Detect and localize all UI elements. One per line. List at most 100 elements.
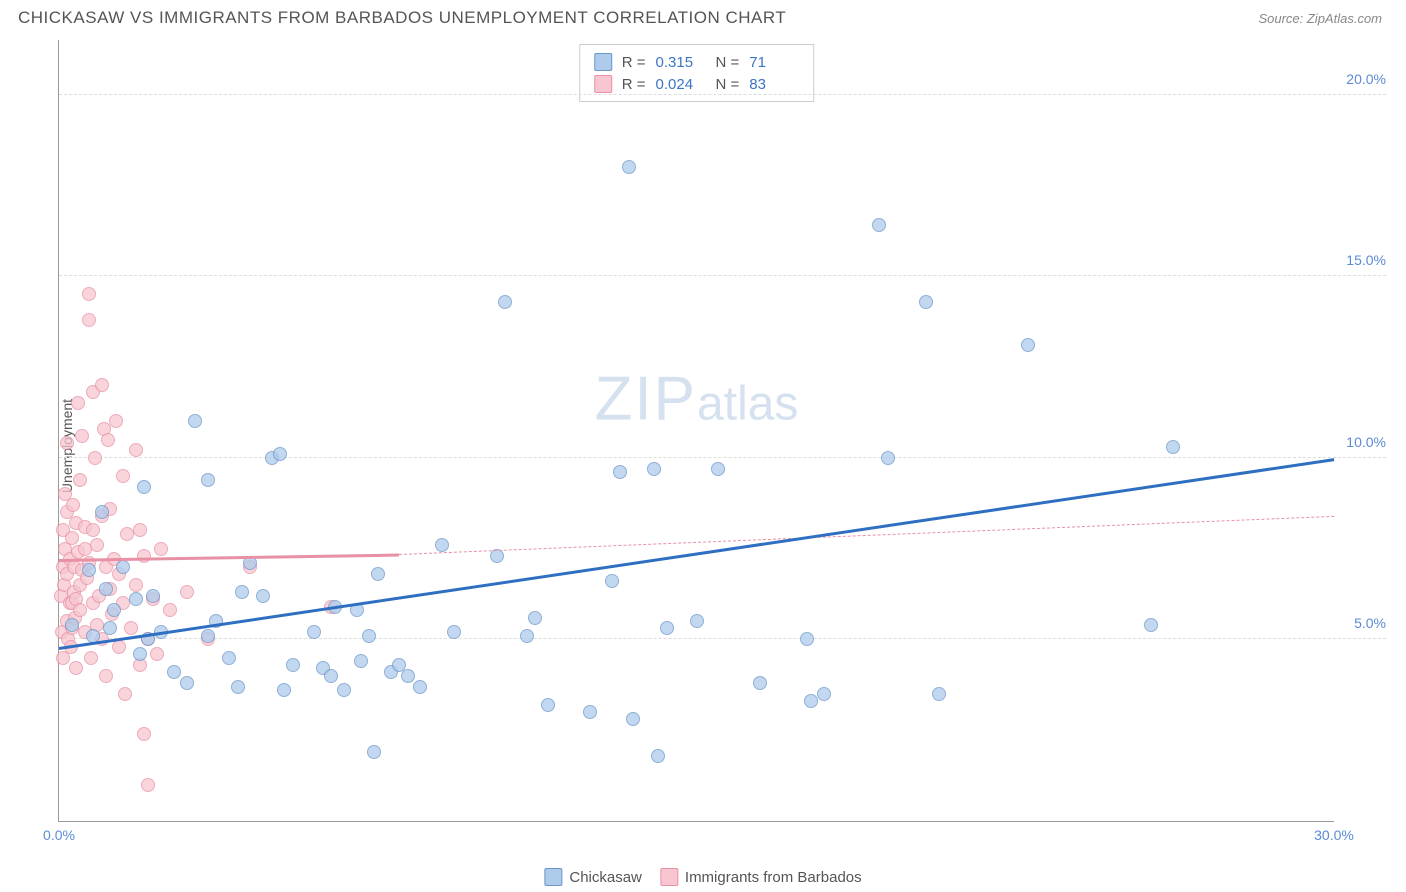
data-point bbox=[528, 611, 542, 625]
y-tick-label: 15.0% bbox=[1346, 252, 1386, 268]
data-point bbox=[201, 473, 215, 487]
data-point bbox=[817, 687, 831, 701]
y-tick-label: 20.0% bbox=[1346, 71, 1386, 87]
data-point bbox=[133, 647, 147, 661]
gridline bbox=[59, 275, 1386, 276]
data-point bbox=[163, 603, 177, 617]
data-point bbox=[498, 295, 512, 309]
data-point bbox=[90, 538, 104, 552]
data-point bbox=[82, 563, 96, 577]
data-point bbox=[154, 542, 168, 556]
data-point bbox=[116, 469, 130, 483]
legend-swatch bbox=[594, 75, 612, 93]
data-point bbox=[1021, 338, 1035, 352]
stats-row: R =0.315N =71 bbox=[594, 51, 800, 73]
chart-area: Unemployment ZIPatlas R =0.315N =71R =0.… bbox=[18, 40, 1394, 852]
n-value: 71 bbox=[749, 54, 799, 71]
data-point bbox=[99, 669, 113, 683]
data-point bbox=[286, 658, 300, 672]
stats-row: R =0.024N =83 bbox=[594, 73, 800, 95]
data-point bbox=[66, 498, 80, 512]
r-value: 0.315 bbox=[656, 54, 706, 71]
data-point bbox=[626, 712, 640, 726]
data-point bbox=[141, 778, 155, 792]
data-point bbox=[804, 694, 818, 708]
y-tick-label: 5.0% bbox=[1354, 615, 1386, 631]
data-point bbox=[273, 447, 287, 461]
data-point bbox=[231, 680, 245, 694]
x-tick-label: 0.0% bbox=[43, 827, 75, 843]
legend-label: Immigrants from Barbados bbox=[685, 869, 862, 886]
data-point bbox=[137, 480, 151, 494]
data-point bbox=[605, 574, 619, 588]
watermark: ZIPatlas bbox=[595, 364, 799, 435]
series-legend: Chickasaw Immigrants from Barbados bbox=[544, 868, 861, 886]
data-point bbox=[277, 683, 291, 697]
legend-label: Chickasaw bbox=[569, 869, 642, 886]
data-point bbox=[146, 589, 160, 603]
data-point bbox=[65, 531, 79, 545]
data-point bbox=[622, 160, 636, 174]
data-point bbox=[690, 614, 704, 628]
chart-title: CHICKASAW VS IMMIGRANTS FROM BARBADOS UN… bbox=[18, 8, 786, 28]
data-point bbox=[881, 451, 895, 465]
data-point bbox=[82, 287, 96, 301]
data-point bbox=[129, 592, 143, 606]
data-point bbox=[222, 651, 236, 665]
data-point bbox=[647, 462, 661, 476]
legend-item: Chickasaw bbox=[544, 868, 642, 886]
data-point bbox=[129, 578, 143, 592]
data-point bbox=[137, 549, 151, 563]
data-point bbox=[167, 665, 181, 679]
data-point bbox=[88, 451, 102, 465]
data-point bbox=[371, 567, 385, 581]
legend-swatch bbox=[594, 53, 612, 71]
legend-swatch bbox=[544, 868, 562, 886]
gridline bbox=[59, 94, 1386, 95]
data-point bbox=[150, 647, 164, 661]
y-tick-label: 10.0% bbox=[1346, 434, 1386, 450]
data-point bbox=[872, 218, 886, 232]
n-label: N = bbox=[716, 54, 740, 71]
data-point bbox=[107, 603, 121, 617]
data-point bbox=[753, 676, 767, 690]
source-attribution: Source: ZipAtlas.com bbox=[1258, 11, 1382, 26]
plot-region: ZIPatlas R =0.315N =71R =0.024N =83 5.0%… bbox=[58, 40, 1334, 822]
data-point bbox=[1166, 440, 1180, 454]
data-point bbox=[73, 473, 87, 487]
data-point bbox=[932, 687, 946, 701]
data-point bbox=[82, 313, 96, 327]
gridline bbox=[59, 457, 1386, 458]
data-point bbox=[73, 603, 87, 617]
data-point bbox=[354, 654, 368, 668]
data-point bbox=[541, 698, 555, 712]
trend-line bbox=[399, 516, 1334, 555]
legend-item: Immigrants from Barbados bbox=[660, 868, 862, 886]
data-point bbox=[367, 745, 381, 759]
n-value: 83 bbox=[749, 76, 799, 93]
data-point bbox=[307, 625, 321, 639]
data-point bbox=[133, 523, 147, 537]
data-point bbox=[337, 683, 351, 697]
data-point bbox=[118, 687, 132, 701]
data-point bbox=[800, 632, 814, 646]
data-point bbox=[65, 618, 79, 632]
data-point bbox=[711, 462, 725, 476]
data-point bbox=[1144, 618, 1158, 632]
data-point bbox=[69, 661, 83, 675]
data-point bbox=[71, 396, 85, 410]
data-point bbox=[201, 629, 215, 643]
data-point bbox=[235, 585, 249, 599]
legend-swatch bbox=[660, 868, 678, 886]
data-point bbox=[256, 589, 270, 603]
data-point bbox=[435, 538, 449, 552]
data-point bbox=[660, 621, 674, 635]
data-point bbox=[75, 429, 89, 443]
r-label: R = bbox=[622, 76, 646, 93]
n-label: N = bbox=[716, 76, 740, 93]
gridline bbox=[59, 638, 1386, 639]
data-point bbox=[613, 465, 627, 479]
data-point bbox=[401, 669, 415, 683]
data-point bbox=[651, 749, 665, 763]
data-point bbox=[116, 560, 130, 574]
